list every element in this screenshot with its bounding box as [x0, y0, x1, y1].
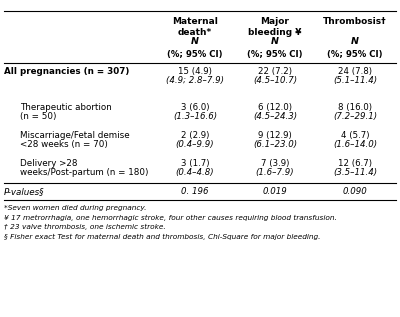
- Text: 7 (3.9): 7 (3.9): [261, 159, 289, 168]
- Text: (5.1–11.4): (5.1–11.4): [333, 76, 377, 85]
- Text: 24 (7.8): 24 (7.8): [338, 67, 372, 76]
- Text: 0.019: 0.019: [263, 187, 287, 196]
- Text: Major
bleeding ¥: Major bleeding ¥: [248, 17, 302, 37]
- Text: <28 weeks (n = 70): <28 weeks (n = 70): [20, 140, 108, 149]
- Text: † 23 valve thrombosis, one ischemic stroke.: † 23 valve thrombosis, one ischemic stro…: [4, 224, 166, 230]
- Text: 15 (4.9): 15 (4.9): [178, 67, 212, 76]
- Text: (7.2–29.1): (7.2–29.1): [333, 112, 377, 121]
- Text: (%; 95% CI): (%; 95% CI): [167, 50, 223, 59]
- Text: (n = 50): (n = 50): [20, 112, 56, 121]
- Text: 0. 196: 0. 196: [181, 187, 209, 196]
- Text: Therapeutic abortion: Therapeutic abortion: [20, 103, 112, 112]
- Text: N: N: [271, 37, 279, 46]
- Text: § Fisher exact Test for maternal death and thrombosis, Chi-Square for major blee: § Fisher exact Test for maternal death a…: [4, 234, 320, 240]
- Text: (1.6–7.9): (1.6–7.9): [256, 168, 294, 177]
- Text: (4.5–10.7): (4.5–10.7): [253, 76, 297, 85]
- Text: P-values§: P-values§: [4, 187, 44, 196]
- Text: 12 (6.7): 12 (6.7): [338, 159, 372, 168]
- Text: 4 (5.7): 4 (5.7): [341, 131, 369, 140]
- Text: (3.5–11.4): (3.5–11.4): [333, 168, 377, 177]
- Text: 9 (12.9): 9 (12.9): [258, 131, 292, 140]
- Text: Miscarriage/Fetal demise: Miscarriage/Fetal demise: [20, 131, 130, 140]
- Text: (1.3–16.6): (1.3–16.6): [173, 112, 217, 121]
- Text: 6 (12.0): 6 (12.0): [258, 103, 292, 112]
- Text: Thrombosis†: Thrombosis†: [323, 17, 387, 26]
- Text: Delivery >28: Delivery >28: [20, 159, 78, 168]
- Text: 0.090: 0.090: [343, 187, 367, 196]
- Text: (%; 95% CI): (%; 95% CI): [247, 50, 303, 59]
- Text: 22 (7.2): 22 (7.2): [258, 67, 292, 76]
- Text: N: N: [351, 37, 359, 46]
- Text: 8 (16.0): 8 (16.0): [338, 103, 372, 112]
- Text: (%; 95% CI): (%; 95% CI): [327, 50, 383, 59]
- Text: (6.1–23.0): (6.1–23.0): [253, 140, 297, 149]
- Text: 2 (2.9): 2 (2.9): [181, 131, 209, 140]
- Text: 3 (1.7): 3 (1.7): [181, 159, 209, 168]
- Text: ¥ 17 metrorrhagia, one hemorrhagic stroke, four other causes requiring blood tra: ¥ 17 metrorrhagia, one hemorrhagic strok…: [4, 215, 337, 221]
- Text: (4.9; 2.8–7.9): (4.9; 2.8–7.9): [166, 76, 224, 85]
- Text: (1.6–14.0): (1.6–14.0): [333, 140, 377, 149]
- Text: 3 (6.0): 3 (6.0): [181, 103, 209, 112]
- Text: *Seven women died during pregnancy.: *Seven women died during pregnancy.: [4, 205, 146, 211]
- Text: weeks/Post-partum (n = 180): weeks/Post-partum (n = 180): [20, 168, 148, 177]
- Text: (0.4–9.9): (0.4–9.9): [176, 140, 214, 149]
- Text: (4.5–24.3): (4.5–24.3): [253, 112, 297, 121]
- Text: (0.4–4.8): (0.4–4.8): [176, 168, 214, 177]
- Text: Maternal
death*: Maternal death*: [172, 17, 218, 37]
- Text: N: N: [191, 37, 199, 46]
- Text: All pregnancies (n = 307): All pregnancies (n = 307): [4, 67, 129, 76]
